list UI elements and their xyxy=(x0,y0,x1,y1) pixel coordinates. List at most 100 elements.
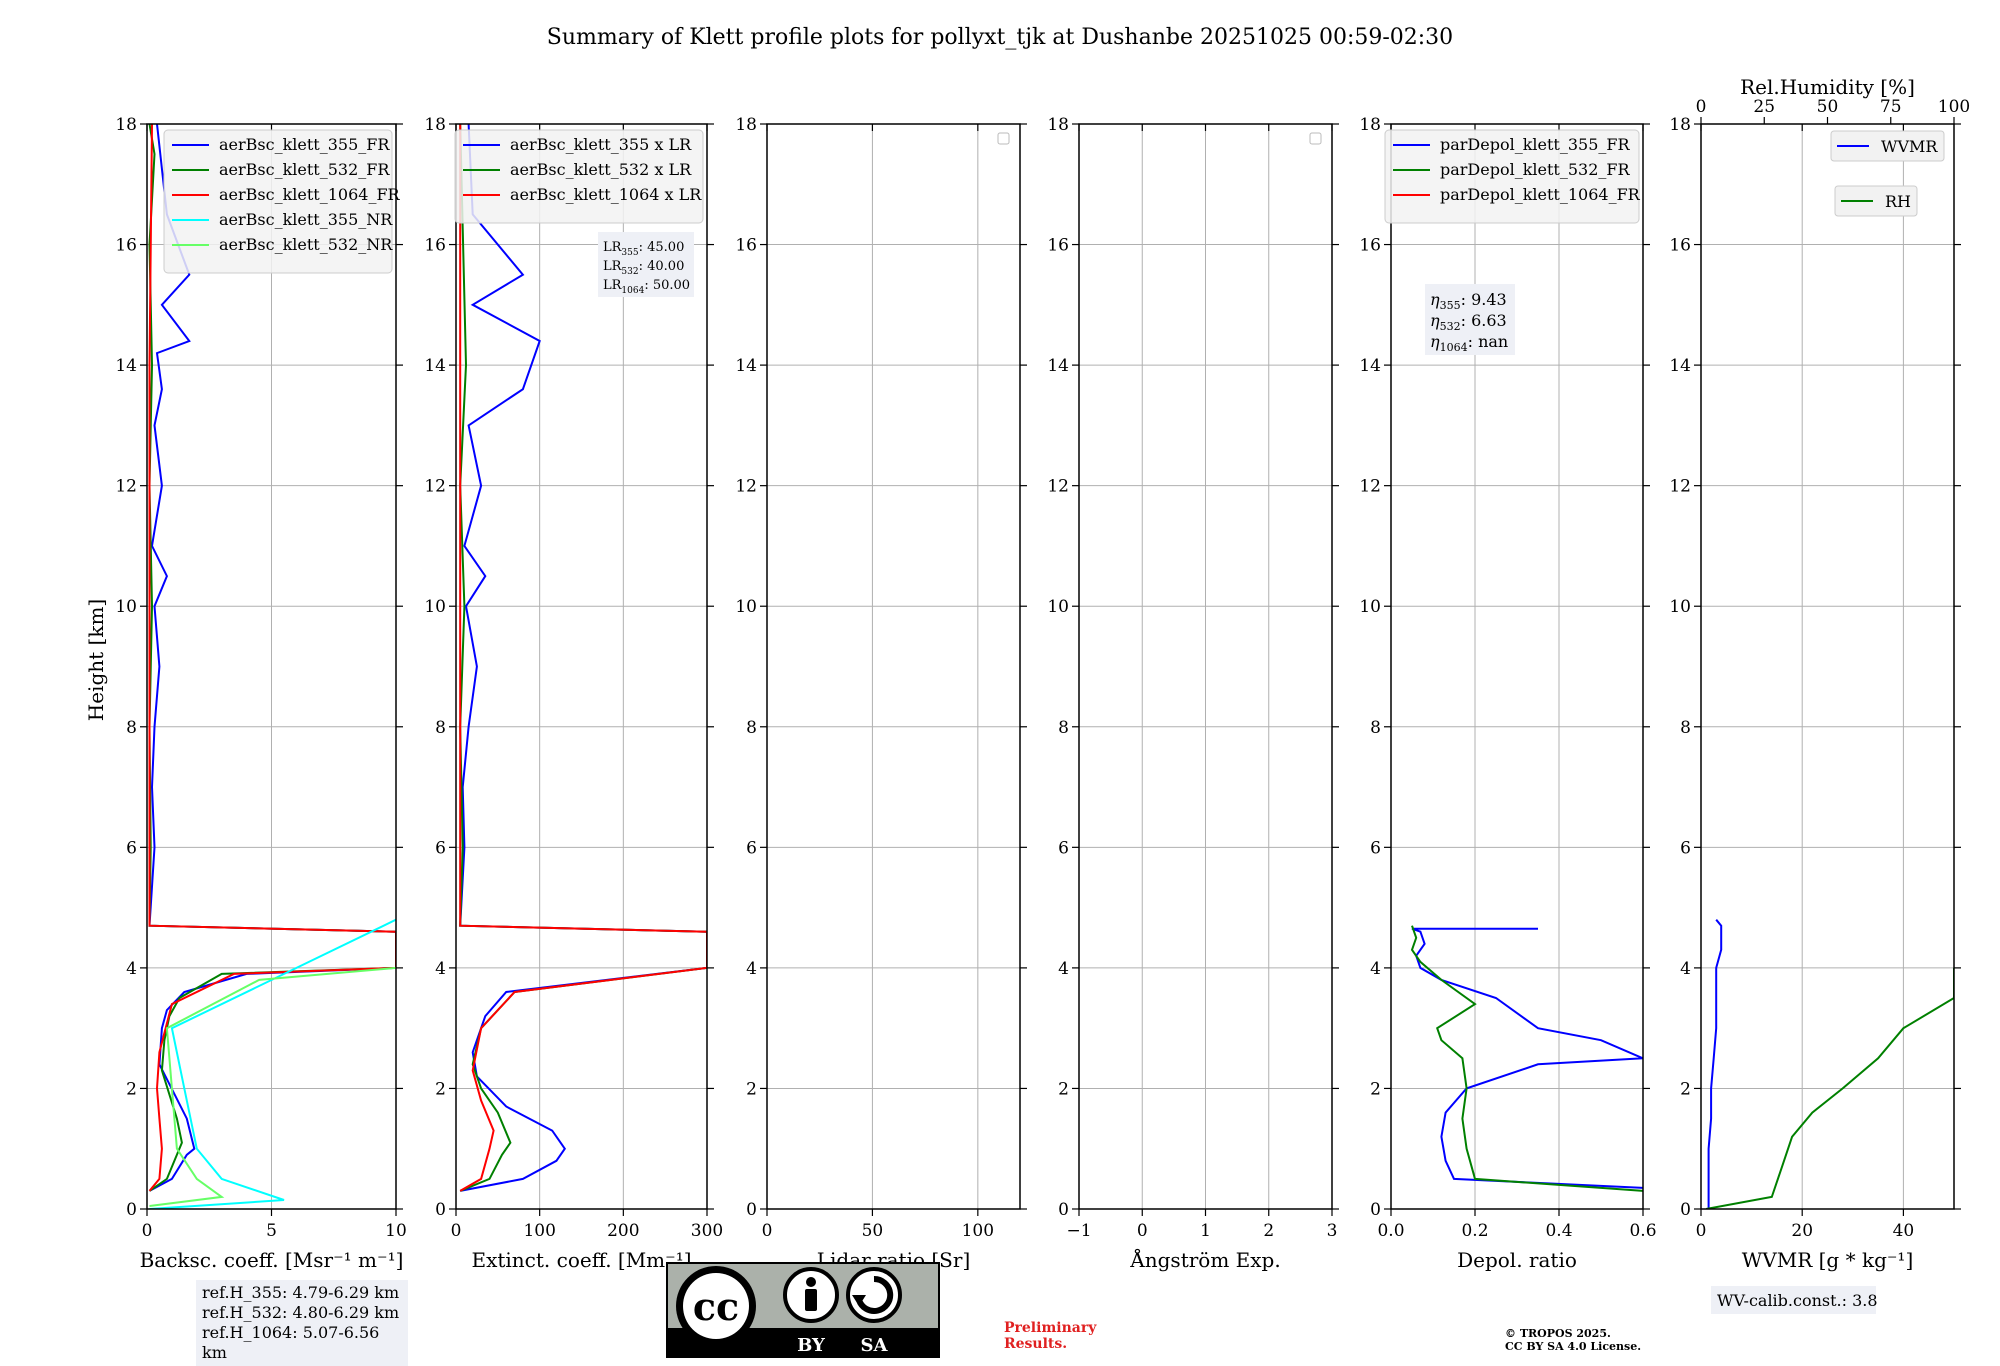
y-tick-label: 16 xyxy=(735,236,757,256)
annotation-line: LR355: 45.00 xyxy=(603,240,684,258)
annotation-symbol: η xyxy=(1430,311,1440,330)
y-tick-label: 2 xyxy=(126,1079,137,1099)
annotation-value: : 9.43 xyxy=(1461,290,1507,309)
y-tick-label: 10 xyxy=(1669,597,1691,617)
legend-label: aerBsc_klett_1064 x LR xyxy=(510,185,702,204)
annotation-symbol: η xyxy=(1430,332,1440,351)
legend-label: aerBsc_klett_532_NR xyxy=(219,235,393,254)
x-tick-label: 100 xyxy=(523,1221,555,1241)
series-line-pardepol-klett-532-fr xyxy=(1410,925,1643,1192)
y-tick-label: 8 xyxy=(435,718,446,738)
x-tick-label: 0 xyxy=(1696,1221,1707,1241)
annotation-subscript: 355 xyxy=(621,248,638,258)
y-tick-label: 0 xyxy=(435,1200,446,1220)
legend-box xyxy=(163,129,393,274)
annotation-line: LR1064: 50.00 xyxy=(603,278,690,296)
annotation-line: η532: 6.63 xyxy=(1430,311,1507,333)
y-tick-label: 10 xyxy=(735,597,757,617)
legend-label: aerBsc_klett_355 x LR xyxy=(510,135,692,154)
panel-1: 0 5 10 0 2 4 6 8 10 12 14 16 18 Backsc. coeff. [Msr⁻¹… xyxy=(115,115,406,1272)
annotation-value: : 40.00 xyxy=(639,259,685,274)
legend-box xyxy=(1830,130,1945,162)
y-tick-label: 2 xyxy=(746,1079,757,1099)
annotation-value: : 50.00 xyxy=(644,278,690,293)
wv-calib-box xyxy=(1711,1286,1876,1314)
y-tick-label: 0 xyxy=(126,1200,137,1220)
x-tick-label: 0 xyxy=(1137,1221,1148,1241)
y-tick-label: 2 xyxy=(435,1079,446,1099)
y-tick-label: 12 xyxy=(1359,477,1381,497)
y-tick-label: 8 xyxy=(746,718,757,738)
y-tick-label: 0 xyxy=(1680,1200,1691,1220)
axes-frame xyxy=(1700,123,1955,1210)
y-tick-label: 16 xyxy=(115,236,137,256)
x-tick-label: 300 xyxy=(691,1221,723,1241)
y-tick-label: 18 xyxy=(115,115,137,135)
y-tick-label: 8 xyxy=(1058,718,1069,738)
series-line-aerbsc-klett-355-x-lr xyxy=(459,124,707,1192)
x-tick-label: 0.0 xyxy=(1377,1221,1404,1241)
annotation-line: η1064: nan xyxy=(1430,332,1508,354)
x-axis-label: Depol. ratio xyxy=(1457,1248,1577,1272)
refh-1064: ref.H_1064: 5.07-6.56 km xyxy=(202,1323,380,1362)
x-tick-label: 5 xyxy=(266,1221,277,1241)
y-tick-label: 18 xyxy=(424,115,446,135)
series-line-aerbsc-klett-1064-fr xyxy=(148,124,396,1192)
axes-frame xyxy=(146,123,397,1210)
preliminary-results-note: Preliminary Results. xyxy=(1004,1320,1096,1352)
annotation-symbol: LR xyxy=(603,278,623,293)
x-tick-label: 100 xyxy=(962,1221,994,1241)
annotation-symbol: LR xyxy=(603,259,623,274)
y-tick-label: 14 xyxy=(115,356,137,376)
annotation-value: : 6.63 xyxy=(1461,311,1507,330)
annotation-box xyxy=(1425,284,1515,355)
annotation-subscript: 532 xyxy=(621,267,638,277)
x2-tick-label: 100 xyxy=(1938,97,1970,117)
x-tick-label: 0 xyxy=(142,1221,153,1241)
cc-mark: cc xyxy=(693,1284,739,1329)
series-line-rh xyxy=(1705,967,1954,1209)
legend-box xyxy=(454,129,704,224)
x-axis-label: WVMR [g * kg⁻¹] xyxy=(1742,1248,1914,1272)
y-tick-label: 14 xyxy=(1359,356,1381,376)
annotation-line: η355: 9.43 xyxy=(1430,290,1507,312)
legend-box xyxy=(1834,185,1918,217)
x-tick-label: −1 xyxy=(1066,1221,1091,1241)
x-tick-label: 0.4 xyxy=(1545,1221,1572,1241)
annotation-subscript: 1064 xyxy=(621,286,644,296)
y-tick-label: 10 xyxy=(1359,597,1381,617)
legend-label: aerBsc_klett_355_NR xyxy=(219,210,393,229)
y-tick-label: 6 xyxy=(1680,838,1691,858)
y-tick-label: 12 xyxy=(735,477,757,497)
y-tick-label: 14 xyxy=(735,356,757,376)
y-tick-label: 12 xyxy=(115,477,137,497)
series-line-aerbsc-klett-532-nr xyxy=(149,966,396,1207)
legend-label: aerBsc_klett_532 x LR xyxy=(510,160,692,179)
x-tick-label: 0.2 xyxy=(1461,1221,1488,1241)
legend-label: aerBsc_klett_355_FR xyxy=(219,135,390,154)
y-tick-label: 0 xyxy=(1370,1200,1381,1220)
y-tick-label: 2 xyxy=(1370,1079,1381,1099)
legend-label: aerBsc_klett_532_FR xyxy=(219,160,390,179)
x-axis-label: Extinct. coeff. [Mm⁻¹] xyxy=(471,1248,691,1272)
y-tick-label: 16 xyxy=(1359,236,1381,256)
y-tick-label: 18 xyxy=(735,115,757,135)
x-tick-label: 1 xyxy=(1200,1221,1211,1241)
x-tick-label: 50 xyxy=(862,1221,884,1241)
y-tick-label: 12 xyxy=(424,477,446,497)
annotation-box xyxy=(598,232,694,297)
annotation-value: : nan xyxy=(1468,332,1509,351)
cc-sa-label: SA xyxy=(861,1335,889,1356)
y-tick-label: 2 xyxy=(1058,1079,1069,1099)
y-tick-label: 6 xyxy=(126,838,137,858)
tropos-line-2: CC BY SA 4.0 License. xyxy=(1505,1340,1642,1353)
empty-legend-box xyxy=(997,132,1010,145)
series-line-pardepol-klett-355-fr xyxy=(1411,927,1643,1189)
x2-tick-label: 50 xyxy=(1817,97,1839,117)
y-tick-label: 4 xyxy=(1370,959,1381,979)
y-tick-label: 8 xyxy=(126,718,137,738)
annotation-value: : 45.00 xyxy=(639,240,685,255)
x-axis-label: Backsc. coeff. [Msr⁻¹ m⁻¹] xyxy=(140,1248,404,1272)
series-line-aerbsc-klett-355-nr xyxy=(149,918,396,1209)
